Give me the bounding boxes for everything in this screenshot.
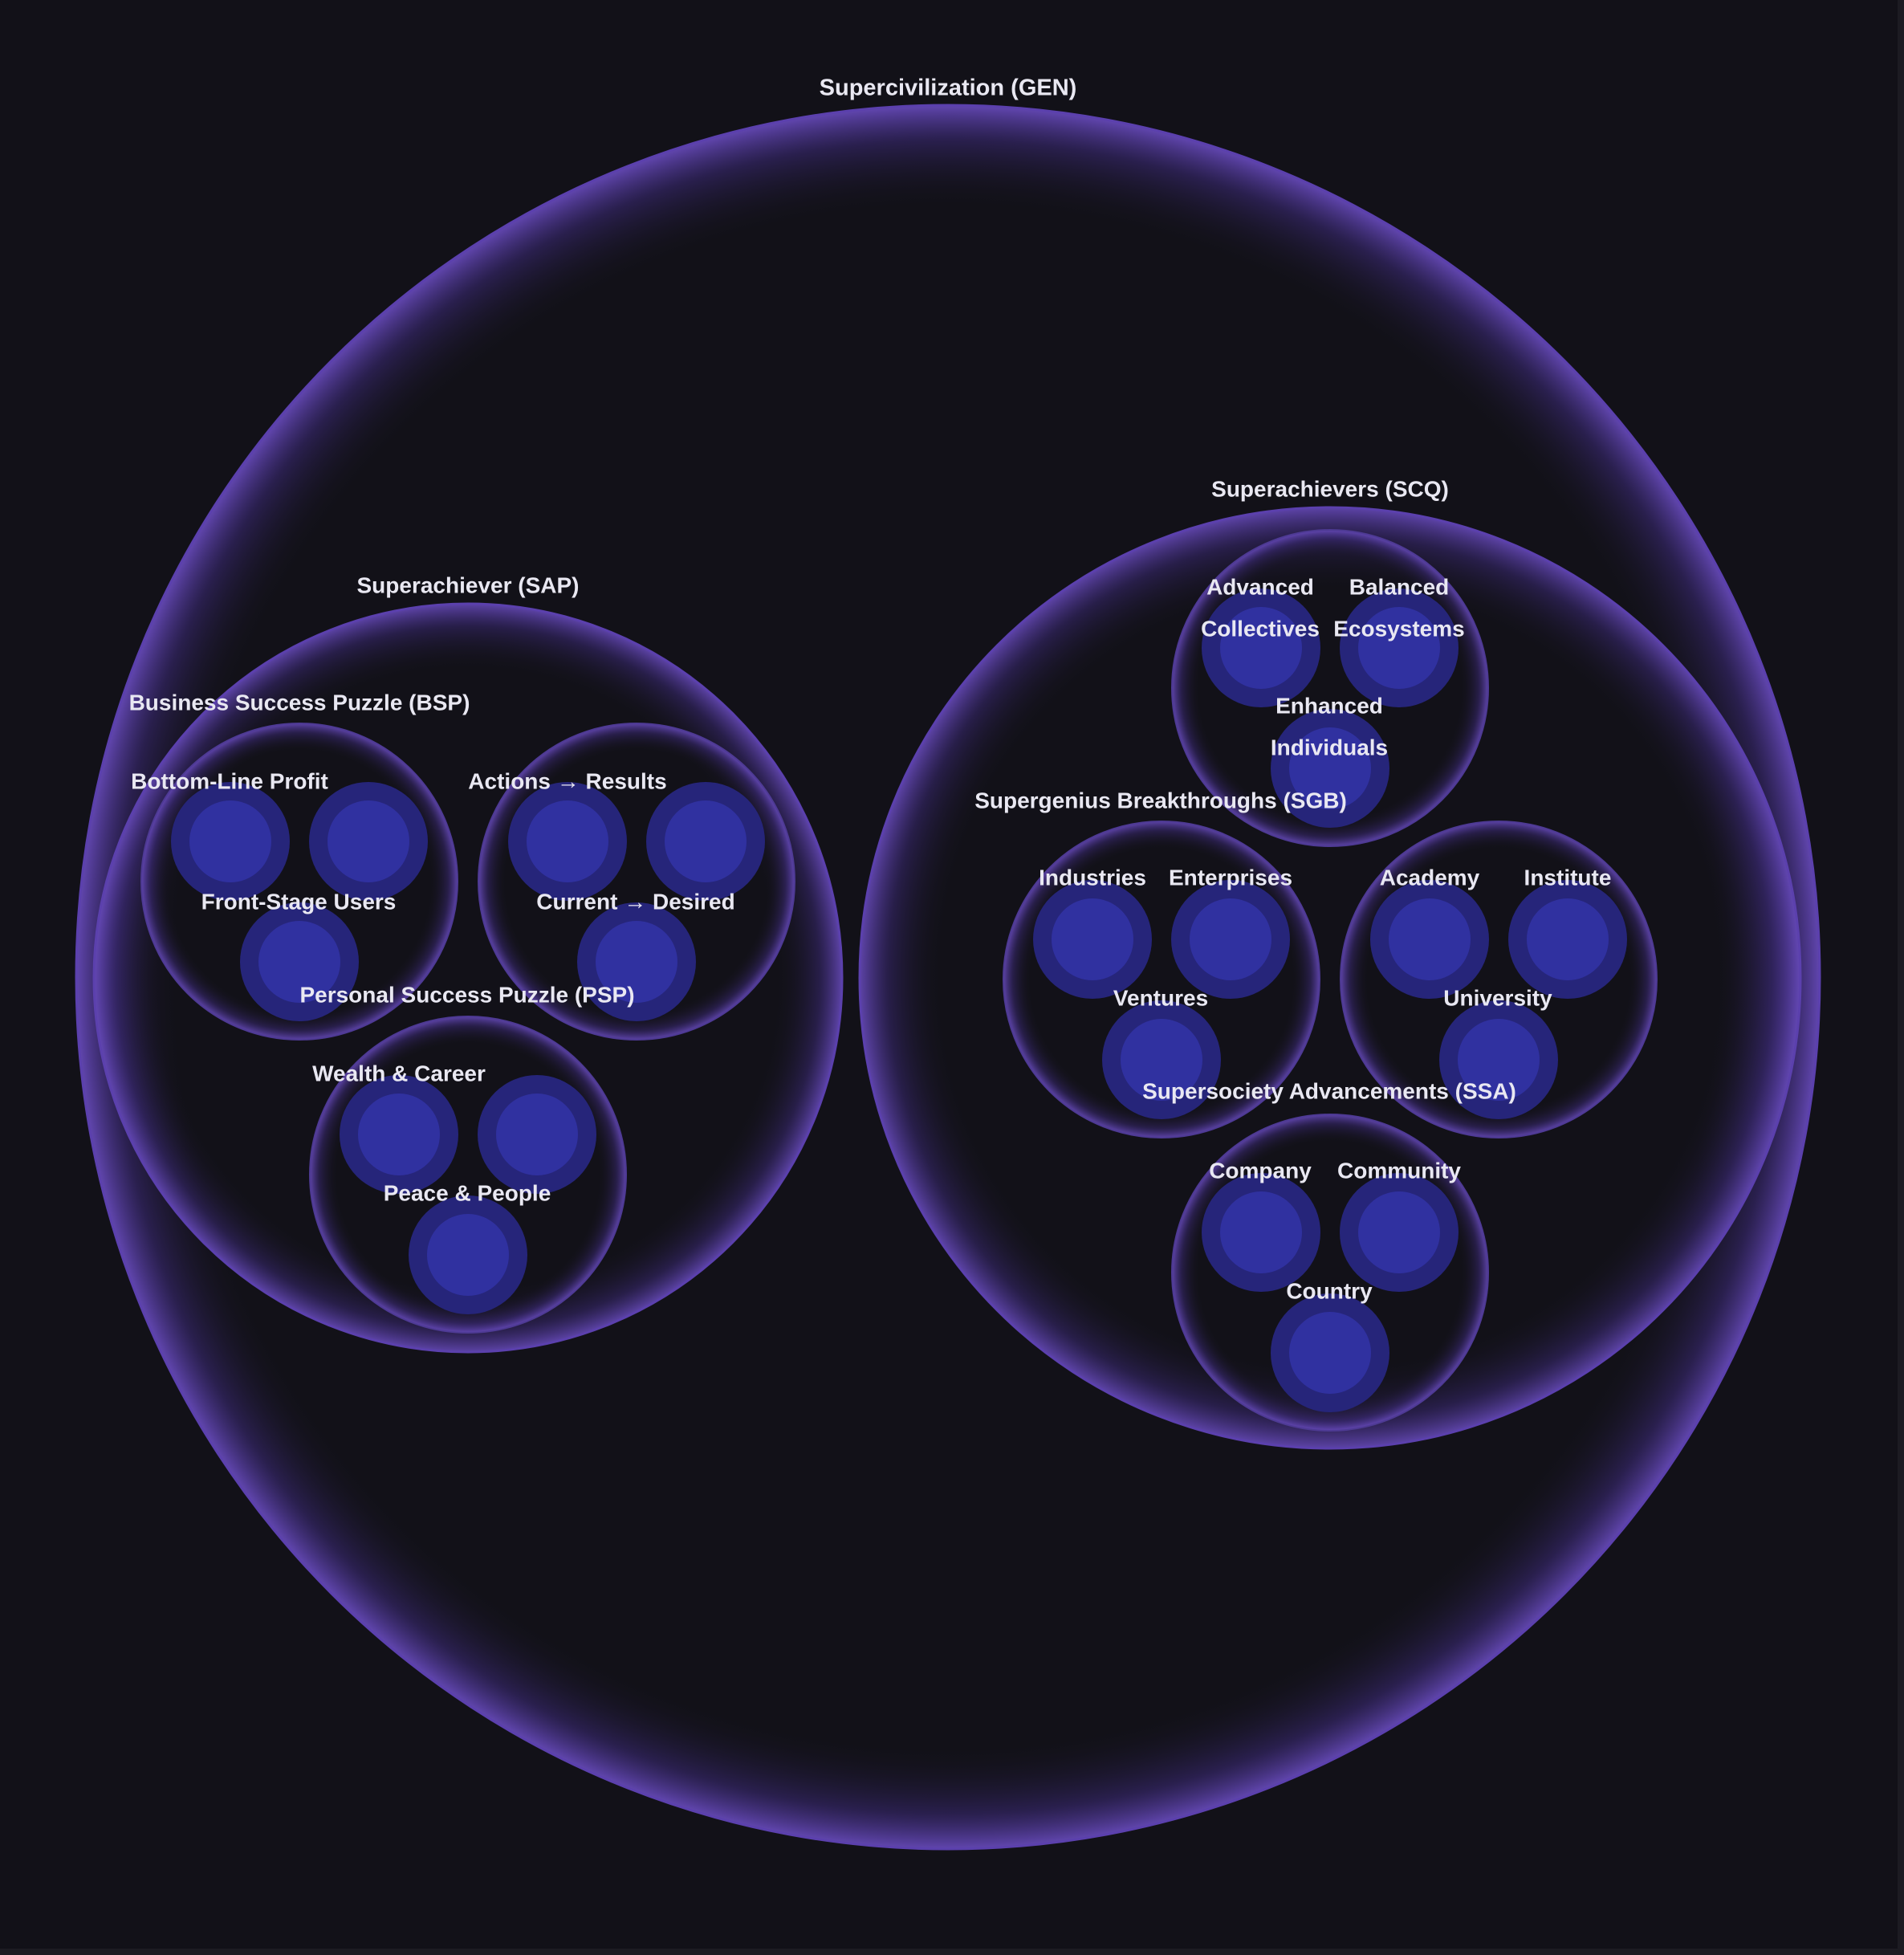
leaf-core-actions-results-2 xyxy=(665,800,747,882)
label-advanced: Advanced xyxy=(1206,574,1314,599)
label-supergenius-breakthroughs: Supergenius Breakthroughs (SGB) xyxy=(974,788,1347,813)
label-company: Company xyxy=(1209,1158,1312,1183)
label-wealth-career: Wealth & Career xyxy=(312,1061,486,1085)
leaf-core-actions-results-3 xyxy=(596,921,677,1003)
leaf-core-actions-results-1 xyxy=(527,800,608,882)
leaf-core-academy-2 xyxy=(1527,898,1609,980)
leaf-core-supersociety-1 xyxy=(1220,1191,1302,1273)
label-personal-success-puzzle: Personal Success Puzzle (PSP) xyxy=(299,982,634,1007)
leaf-core-industries-1 xyxy=(1052,898,1133,980)
label-superachiever-sap: Superachiever (SAP) xyxy=(357,572,580,597)
leaf-core-bottom-line-profit-1 xyxy=(189,800,271,882)
label-individuals: Individuals xyxy=(1271,735,1388,760)
leaf-core-personal-success-1 xyxy=(358,1094,440,1175)
leaf-circles-layer xyxy=(171,589,1627,1412)
leaf-core-academy-3 xyxy=(1458,1019,1540,1101)
label-enhanced: Enhanced xyxy=(1275,693,1383,718)
label-collectives: Collectives xyxy=(1201,616,1320,641)
labels-layer: Supercivilization (GEN) Superachiever (S… xyxy=(129,75,1612,1304)
leaf-core-collectives-3 xyxy=(1289,727,1371,809)
label-business-success-puzzle: Business Success Puzzle (BSP) xyxy=(129,690,470,715)
leaf-core-supersociety-3 xyxy=(1289,1312,1371,1394)
label-superachievers-scq: Superachievers (SCQ) xyxy=(1211,476,1449,501)
label-community: Community xyxy=(1337,1158,1461,1183)
label-academy: Academy xyxy=(1380,865,1480,890)
label-current-desired: Current → Desired xyxy=(536,889,734,914)
label-balanced: Balanced xyxy=(1349,574,1450,599)
label-enterprises: Enterprises xyxy=(1169,865,1292,890)
label-supersociety-advancements: Supersociety Advancements (SSA) xyxy=(1142,1078,1516,1103)
leaf-core-collectives-2 xyxy=(1358,607,1440,689)
circle-superachievers-scq[interactable] xyxy=(858,506,1802,1450)
leaf-core-personal-success-2 xyxy=(496,1094,578,1175)
leaf-core-industries-3 xyxy=(1121,1019,1202,1101)
leaf-core-bottom-line-profit-2 xyxy=(328,800,409,882)
leaf-core-personal-success-3 xyxy=(427,1214,509,1296)
label-supercivilization: Supercivilization (GEN) xyxy=(820,75,1077,101)
leaf-core-industries-2 xyxy=(1190,898,1271,980)
label-bottom-line-profit: Bottom-Line Profit xyxy=(131,768,328,793)
leaf-core-academy-1 xyxy=(1389,898,1471,980)
label-ecosystems: Ecosystems xyxy=(1333,616,1464,641)
leaf-core-supersociety-2 xyxy=(1358,1191,1440,1273)
label-country: Country xyxy=(1286,1278,1373,1303)
label-university: University xyxy=(1443,985,1552,1010)
leaf-core-bottom-line-profit-3 xyxy=(258,921,340,1003)
label-industries: Industries xyxy=(1039,865,1146,890)
label-peace-people: Peace & People xyxy=(384,1180,551,1205)
label-actions-results: Actions → Results xyxy=(468,768,666,793)
leaf-core-collectives-1 xyxy=(1220,607,1302,689)
label-front-stage-users: Front-Stage Users xyxy=(201,889,397,914)
label-institute: Institute xyxy=(1524,865,1612,890)
label-ventures: Ventures xyxy=(1113,985,1208,1010)
